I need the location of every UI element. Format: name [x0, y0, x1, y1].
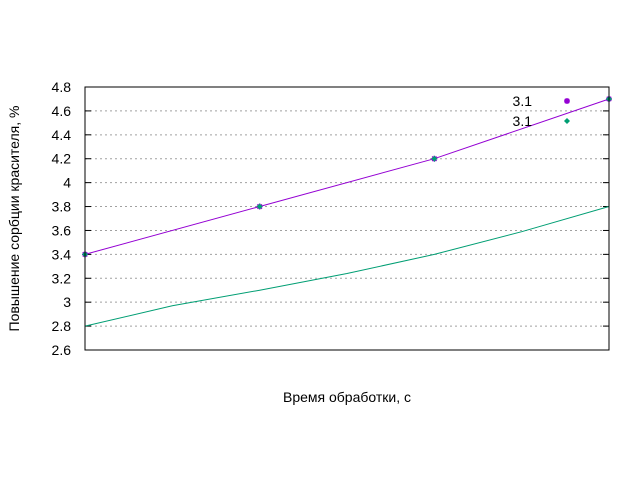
y-tick-label: 3.4 [52, 246, 72, 262]
y-tick-label: 4.2 [52, 151, 72, 167]
legend-label-1: 3.1 [513, 93, 533, 109]
x-axis-label: Время обработки, с [283, 389, 411, 405]
y-tick-label: 3.8 [52, 199, 72, 215]
y-tick-label: 3.2 [52, 270, 72, 286]
y-tick-label: 4.4 [52, 127, 72, 143]
plot-frame [84, 86, 610, 351]
legend-label-2: 3.1 [513, 113, 533, 129]
legend: 3.13.1 [513, 93, 570, 129]
y-tick-label: 4.6 [52, 103, 72, 119]
y-tick-label: 4.8 [52, 79, 72, 95]
y-tick-label: 2.8 [52, 318, 72, 334]
y-tick-label: 2.6 [52, 342, 72, 358]
series-2-point [256, 203, 263, 210]
y-tick-label: 4 [63, 175, 71, 191]
legend-marker-2 [564, 118, 570, 124]
y-tick-label: 3.6 [52, 222, 72, 238]
series-group [82, 95, 612, 327]
y-tick-label: 3 [63, 294, 71, 310]
series-line-2 [84, 206, 610, 327]
series-line-1 [84, 98, 610, 255]
y-tick-labels: 2.6 2.8 3 3.2 3.4 3.6 3.8 4 4.2 4.4 4.6 4.8 [52, 79, 72, 358]
series-2-point [431, 155, 438, 162]
legend-marker-1 [564, 98, 570, 104]
y-axis-label: Повышение сорбции красителя, % [6, 106, 22, 332]
